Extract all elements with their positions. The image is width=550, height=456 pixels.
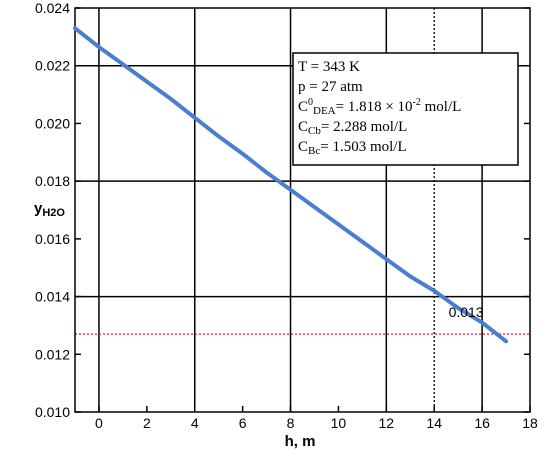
- legend: T = 343 K p = 27 atm C0DEA= 1.818 × 10-2…: [292, 52, 519, 166]
- x-axis-title: h, m: [285, 433, 316, 450]
- axis-ticks: [75, 7, 531, 413]
- x-tick-label: 10: [331, 415, 347, 431]
- y-tick-label: 0.010: [35, 404, 70, 420]
- x-tick-label: 16: [474, 415, 490, 431]
- y-axis-title-main: y: [34, 200, 43, 217]
- x-tick-label: 0: [95, 415, 103, 431]
- y-tick-labels: 0.010 0.012 0.014 0.016 0.018 0.020 0.022 0.024: [35, 0, 70, 420]
- legend-box: [292, 52, 519, 166]
- y-tick-label: 0.012: [35, 346, 70, 362]
- y-tick-label: 0.022: [35, 58, 70, 74]
- series-line: [73, 26, 509, 344]
- x-tick-label: 4: [191, 415, 199, 431]
- x-tick-label: 18: [522, 415, 538, 431]
- plot-frame: [74, 7, 531, 413]
- x-tick-label: 8: [287, 415, 295, 431]
- x-tick-label: 2: [143, 415, 151, 431]
- y-tick-label: 0.018: [35, 173, 70, 189]
- legend-line-c-bc: CBc= 1.503 mol/L: [298, 139, 407, 157]
- y-tick-label: 0.020: [35, 115, 70, 131]
- y-tick-label: 0.024: [35, 0, 70, 16]
- legend-line-pressure: p = 27 atm: [298, 79, 363, 95]
- legend-line-temperature: T = 343 K: [298, 59, 360, 75]
- y-tick-label: 0.014: [35, 289, 70, 305]
- x-tick-label: 14: [426, 415, 442, 431]
- legend-line-c-cb: CCb= 2.288 mol/L: [298, 119, 407, 137]
- y-axis-title-sub: H2O: [42, 207, 65, 219]
- legend-line-c-dea: C0DEA= 1.818 × 10-2 mol/L: [298, 97, 461, 117]
- annotation-label: 0.013: [449, 304, 484, 320]
- x-tick-label: 12: [379, 415, 395, 431]
- x-tick-labels: 0 2 4 6 8 10 12 14 16 18: [95, 415, 538, 431]
- y-tick-label: 0.016: [35, 231, 70, 247]
- y-axis-title: yH2O: [34, 200, 65, 219]
- x-tick-label: 6: [239, 415, 247, 431]
- reference-lines: [75, 8, 530, 412]
